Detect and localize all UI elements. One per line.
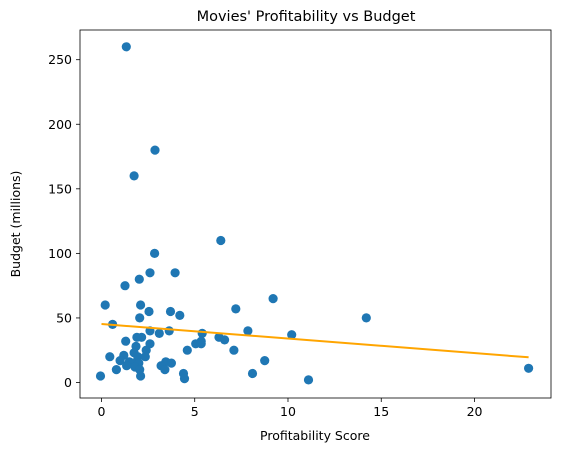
- y-tick-label: 0: [64, 375, 72, 390]
- data-point: [179, 374, 190, 384]
- data-point: [145, 268, 155, 278]
- data-point: [129, 171, 139, 181]
- data-point: [229, 345, 239, 355]
- data-point: [287, 330, 297, 340]
- x-tick-label: 15: [373, 404, 389, 419]
- data-point: [170, 268, 180, 278]
- data-point: [111, 365, 121, 375]
- data-point: [100, 300, 110, 310]
- data-point: [115, 356, 125, 366]
- data-point: [121, 336, 131, 346]
- data-point: [231, 304, 241, 314]
- data-point: [243, 326, 253, 336]
- x-axis-ticks: 0 5 10 15 20: [97, 398, 483, 419]
- x-tick-label: 20: [467, 404, 483, 419]
- data-point: [260, 356, 270, 366]
- x-tick-label: 0: [97, 404, 105, 419]
- data-point: [144, 306, 154, 317]
- data-point: [361, 313, 371, 323]
- data-point: [154, 328, 164, 338]
- data-point: [120, 281, 130, 291]
- trend-line: [101, 323, 529, 359]
- y-axis-label: Budget (millions): [8, 171, 23, 278]
- data-point: [122, 361, 132, 371]
- data-point: [175, 310, 185, 320]
- data-point: [196, 339, 206, 349]
- y-tick-label: 100: [48, 246, 72, 261]
- y-tick-label: 50: [56, 310, 72, 325]
- x-tick-label: 5: [191, 404, 199, 419]
- data-point: [216, 235, 226, 246]
- x-axis-label: Profitability Score: [260, 428, 370, 443]
- data-point: [303, 375, 314, 385]
- data-point: [136, 300, 146, 310]
- data-point: [95, 371, 106, 381]
- data-point: [136, 371, 146, 381]
- data-point: [105, 352, 115, 362]
- trend-line-group: [101, 323, 529, 359]
- data-point: [268, 294, 278, 304]
- x-tick-label: 10: [280, 404, 296, 419]
- data-point: [247, 368, 258, 379]
- data-point: [150, 145, 160, 155]
- data-point: [121, 42, 131, 52]
- data-point: [132, 332, 142, 342]
- data-point: [166, 358, 176, 368]
- data-point: [135, 313, 145, 323]
- y-tick-label: 150: [48, 181, 72, 196]
- y-tick-label: 200: [48, 117, 72, 132]
- chart-title: Movies' Profitability vs Budget: [197, 9, 416, 25]
- data-points: [95, 42, 534, 385]
- data-point: [197, 328, 207, 338]
- data-point: [150, 248, 160, 258]
- data-point: [182, 345, 192, 355]
- data-point: [220, 335, 230, 345]
- data-point: [164, 326, 174, 336]
- data-point: [160, 365, 170, 375]
- plot-area-frame: [79, 29, 552, 399]
- data-point: [165, 306, 176, 317]
- data-point: [140, 352, 150, 362]
- y-axis-ticks: 0 50 100 150 200 250: [48, 52, 80, 390]
- data-point: [134, 274, 144, 284]
- data-point: [524, 363, 534, 373]
- y-tick-label: 250: [48, 52, 72, 67]
